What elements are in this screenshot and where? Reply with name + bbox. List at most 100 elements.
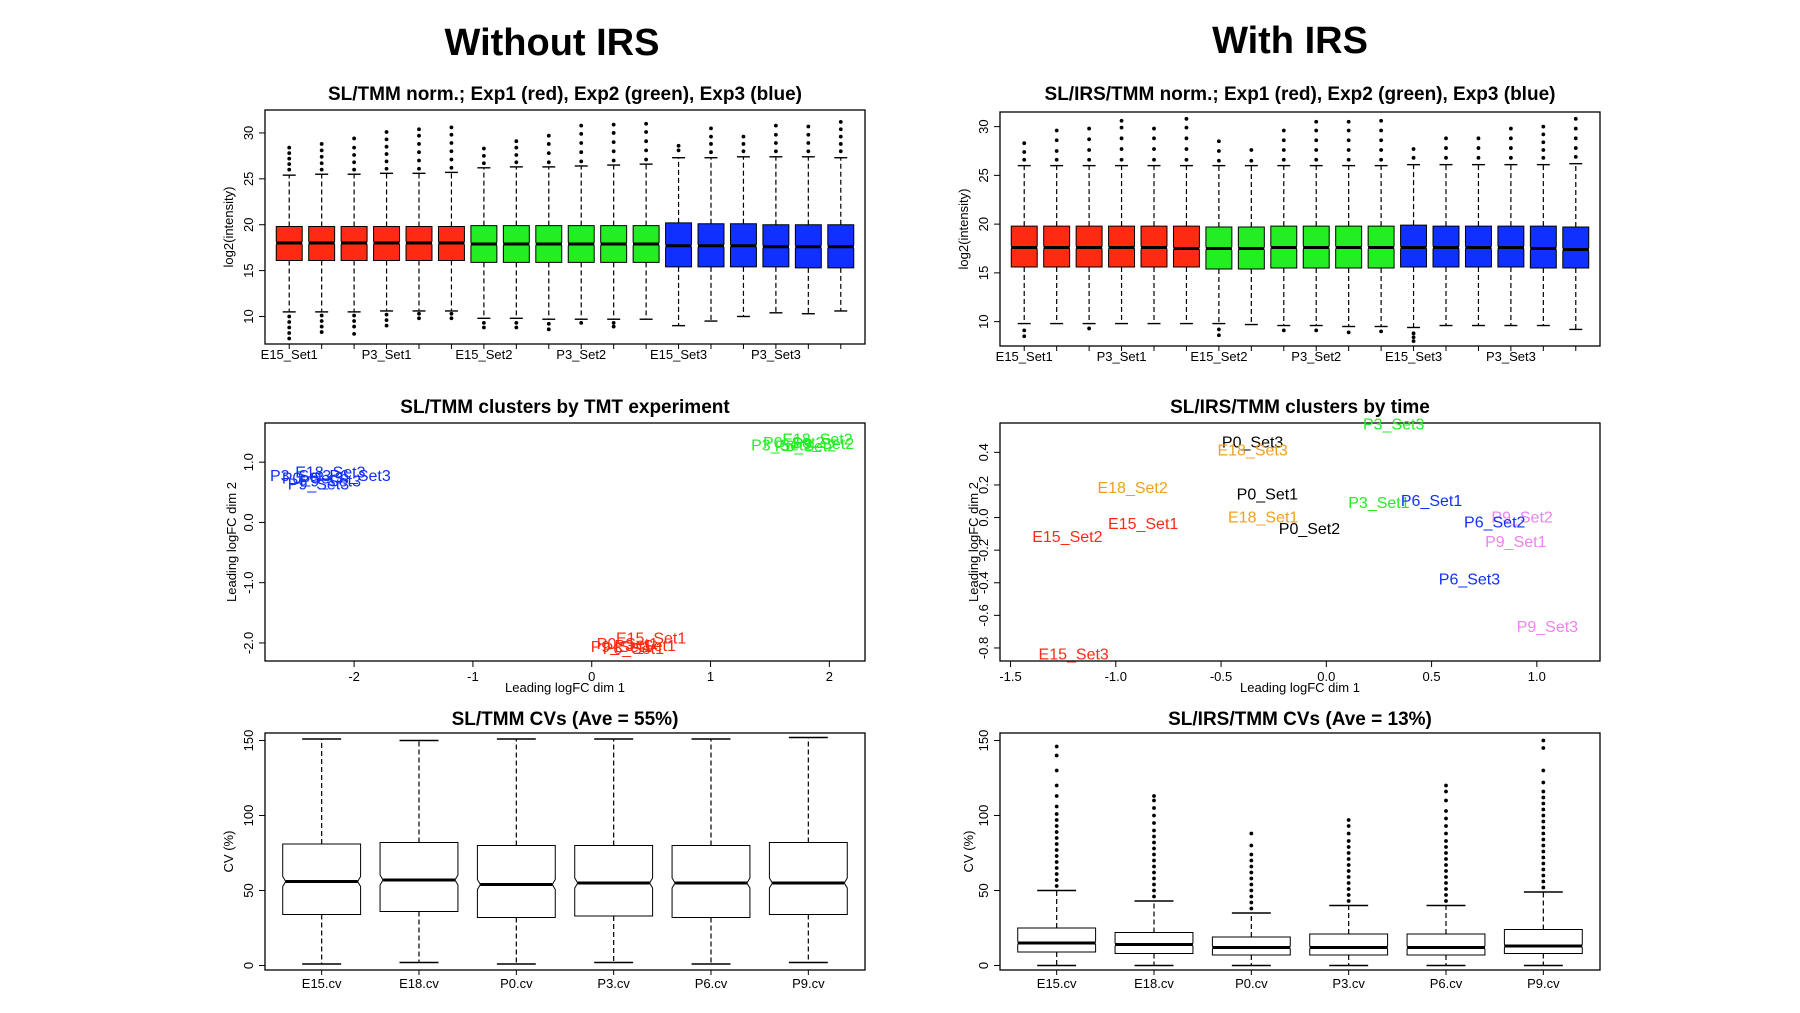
outlier-point bbox=[1054, 794, 1059, 798]
outlier-point bbox=[709, 142, 713, 146]
y-tick-label: 15 bbox=[976, 266, 991, 280]
x-tick-label: P3_Set3 bbox=[1486, 349, 1536, 364]
outlier-point bbox=[1054, 842, 1059, 846]
outlier-point bbox=[838, 134, 843, 139]
box-body bbox=[1017, 927, 1097, 953]
box-9 bbox=[535, 133, 563, 332]
outlier-point bbox=[1152, 858, 1156, 863]
x-tick-label: 2 bbox=[826, 669, 833, 684]
outlier-point bbox=[1508, 146, 1513, 150]
outlier-point bbox=[1476, 146, 1481, 150]
outlier-point bbox=[1346, 148, 1351, 152]
outlier-point bbox=[1152, 806, 1156, 810]
x-tick-label: P0.cv bbox=[500, 976, 533, 991]
x-tick-label: E15_Set1 bbox=[996, 349, 1053, 364]
outlier-point bbox=[319, 154, 324, 159]
outlier-point bbox=[1346, 824, 1351, 828]
outlier-point bbox=[1411, 331, 1416, 336]
x-tick-label: P3_Set3 bbox=[751, 347, 801, 362]
outlier-point bbox=[1152, 894, 1156, 899]
point-label: P0_Set2 bbox=[1279, 521, 1340, 538]
outlier-point bbox=[1314, 148, 1319, 152]
outlier-point bbox=[1249, 843, 1254, 848]
outlier-point bbox=[1346, 845, 1351, 849]
outlier-point bbox=[287, 331, 292, 335]
outlier-point bbox=[1054, 157, 1059, 162]
outlier-point bbox=[1314, 157, 1319, 162]
x-tick-label: E15_Set3 bbox=[650, 347, 707, 362]
outlier-point bbox=[1411, 155, 1416, 160]
box-17 bbox=[1529, 124, 1557, 327]
x-tick-label: P3_Set2 bbox=[556, 347, 606, 362]
y-tick-label: -0.8 bbox=[976, 637, 991, 659]
point-label: P3_Set2 bbox=[751, 437, 812, 454]
outlier-point bbox=[1444, 899, 1448, 903]
outlier-point bbox=[1249, 158, 1254, 163]
x-tick-label: E15.cv bbox=[302, 976, 342, 991]
box-3 bbox=[476, 738, 556, 965]
outlier-point bbox=[1541, 155, 1546, 160]
outlier-point bbox=[1022, 157, 1027, 162]
outlier-point bbox=[611, 140, 616, 145]
point-label: P0_Set2 bbox=[763, 435, 824, 452]
outlier-point bbox=[1379, 329, 1384, 334]
outlier-point bbox=[741, 142, 746, 146]
outlier-point bbox=[417, 316, 421, 321]
box-18 bbox=[827, 120, 855, 312]
outlier-point bbox=[773, 149, 778, 154]
outlier-point bbox=[1444, 875, 1448, 879]
outlier-point bbox=[1249, 906, 1254, 911]
point-label: E18_Set3 bbox=[1217, 443, 1287, 460]
outlier-point bbox=[838, 120, 843, 124]
outlier-point bbox=[1541, 825, 1546, 830]
x-tick-label: E15_Set2 bbox=[1190, 349, 1247, 364]
outlier-point bbox=[611, 122, 616, 127]
outlier-point bbox=[1444, 839, 1448, 843]
outlier-point bbox=[1444, 798, 1448, 803]
outlier-point bbox=[352, 160, 357, 165]
y-tick-label: 150 bbox=[241, 730, 256, 752]
outlier-point bbox=[1541, 124, 1546, 129]
outlier-point bbox=[1087, 326, 1092, 331]
outlier-point bbox=[1379, 157, 1384, 162]
x-tick-label: P3_Set2 bbox=[1291, 349, 1341, 364]
outlier-point bbox=[1314, 128, 1319, 133]
box-1 bbox=[1017, 744, 1097, 967]
outlier-point bbox=[1249, 858, 1254, 863]
box-8 bbox=[502, 139, 530, 330]
outlier-point bbox=[417, 127, 421, 132]
box-5 bbox=[1140, 126, 1168, 325]
outlier-point bbox=[773, 141, 778, 145]
outlier-point bbox=[384, 318, 389, 323]
outlier-point bbox=[579, 131, 584, 136]
outlier-point bbox=[1573, 116, 1578, 121]
outlier-point bbox=[1249, 831, 1254, 836]
outlier-point bbox=[773, 123, 778, 128]
outlier-point bbox=[1379, 148, 1384, 152]
x-tick-label: P6.cv bbox=[1430, 976, 1463, 991]
outlier-point bbox=[709, 150, 713, 155]
outlier-point bbox=[1541, 780, 1546, 785]
outlier-point bbox=[287, 162, 292, 167]
outlier-point bbox=[1346, 887, 1351, 891]
box-14 bbox=[1432, 136, 1460, 327]
outlier-point bbox=[1346, 893, 1351, 897]
y-tick-label: 0 bbox=[241, 962, 256, 969]
outlier-point bbox=[449, 316, 454, 321]
box-7 bbox=[1205, 139, 1233, 338]
outlier-point bbox=[1119, 147, 1124, 151]
outlier-point bbox=[449, 311, 454, 316]
outlier-point bbox=[1152, 888, 1156, 893]
outlier-point bbox=[1152, 840, 1156, 845]
y-axis-label: log2(intensity) bbox=[221, 187, 236, 268]
outlier-point bbox=[1541, 873, 1546, 878]
outlier-point bbox=[1541, 867, 1546, 872]
outlier-point bbox=[287, 156, 292, 161]
outlier-point bbox=[1541, 132, 1546, 137]
y-tick-label: 30 bbox=[241, 126, 256, 140]
outlier-point bbox=[1314, 138, 1319, 143]
outlier-point bbox=[1054, 878, 1059, 882]
outlier-point bbox=[1379, 118, 1384, 123]
box-body bbox=[1503, 929, 1583, 954]
outlier-point bbox=[1249, 870, 1254, 875]
